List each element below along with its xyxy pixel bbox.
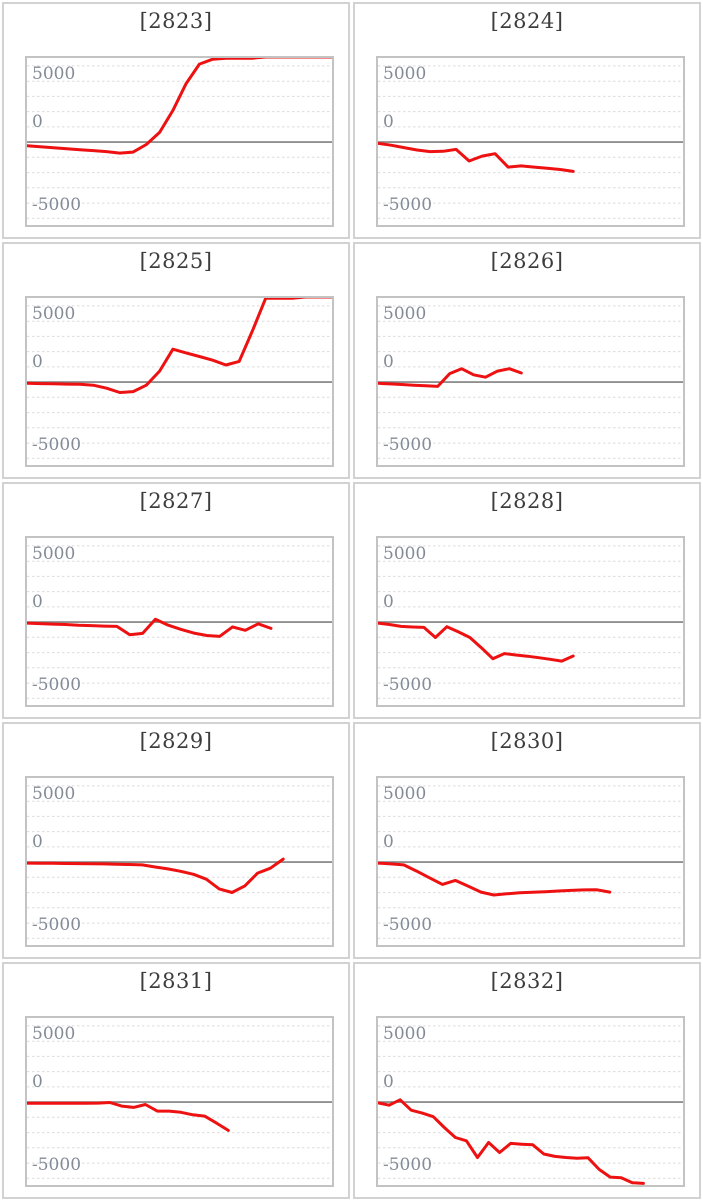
data-line <box>378 367 523 388</box>
chart-plot-area: 5000 0 -5000 <box>376 296 685 467</box>
data-line <box>27 1101 230 1132</box>
line-chart-svg <box>378 65 683 219</box>
data-line <box>27 298 332 394</box>
line-chart-svg <box>27 58 332 219</box>
line-chart-svg <box>27 298 332 459</box>
line-chart-svg <box>27 545 332 699</box>
data-line <box>378 1098 645 1185</box>
data-line <box>378 141 575 173</box>
chart-tile: [2826] 5000 0 -5000 <box>353 242 701 479</box>
data-line <box>27 617 273 638</box>
line-chart-svg <box>378 785 683 939</box>
data-line <box>27 857 285 894</box>
chart-title: [2831] <box>139 969 213 993</box>
chart-tile: [2830] 5000 0 -5000 <box>353 722 701 959</box>
chart-plot-area: 5000 0 -5000 <box>376 776 685 947</box>
chart-title: [2830] <box>490 729 564 753</box>
chart-title: [2823] <box>139 9 213 33</box>
line-chart-svg <box>27 785 332 939</box>
chart-title: [2829] <box>139 729 213 753</box>
chart-tile: [2823] 5000 0 -5000 <box>2 2 350 239</box>
data-line <box>378 861 612 897</box>
data-line <box>27 58 332 155</box>
chart-tile: [2825] 5000 0 -5000 <box>2 242 350 479</box>
chart-tile: [2824] 5000 0 -5000 <box>353 2 701 239</box>
chart-tile: [2832] 5000 0 -5000 <box>353 962 701 1199</box>
chart-title: [2832] <box>490 969 564 993</box>
chart-title: [2826] <box>490 249 564 273</box>
chart-plot-area: 5000 0 -5000 <box>376 536 685 707</box>
chart-title: [2828] <box>490 489 564 513</box>
chart-plot-area: 5000 0 -5000 <box>25 56 334 227</box>
chart-plot-area: 5000 0 -5000 <box>25 296 334 467</box>
line-chart-svg <box>378 305 683 459</box>
chart-title: [2825] <box>139 249 213 273</box>
data-line <box>378 621 575 663</box>
chart-plot-area: 5000 0 -5000 <box>376 1016 685 1187</box>
chart-plot-area: 5000 0 -5000 <box>376 56 685 227</box>
chart-tile: [2827] 5000 0 -5000 <box>2 482 350 719</box>
chart-title: [2824] <box>490 9 564 33</box>
chart-tile: [2829] 5000 0 -5000 <box>2 722 350 959</box>
chart-plot-area: 5000 0 -5000 <box>25 536 334 707</box>
chart-plot-area: 5000 0 -5000 <box>25 776 334 947</box>
line-chart-svg <box>378 545 683 699</box>
chart-tile: [2828] 5000 0 -5000 <box>353 482 701 719</box>
line-chart-svg <box>27 1025 332 1179</box>
chart-plot-area: 5000 0 -5000 <box>25 1016 334 1187</box>
chart-title: [2827] <box>139 489 213 513</box>
chart-tile: [2831] 5000 0 -5000 <box>2 962 350 1199</box>
line-chart-svg <box>378 1025 683 1185</box>
